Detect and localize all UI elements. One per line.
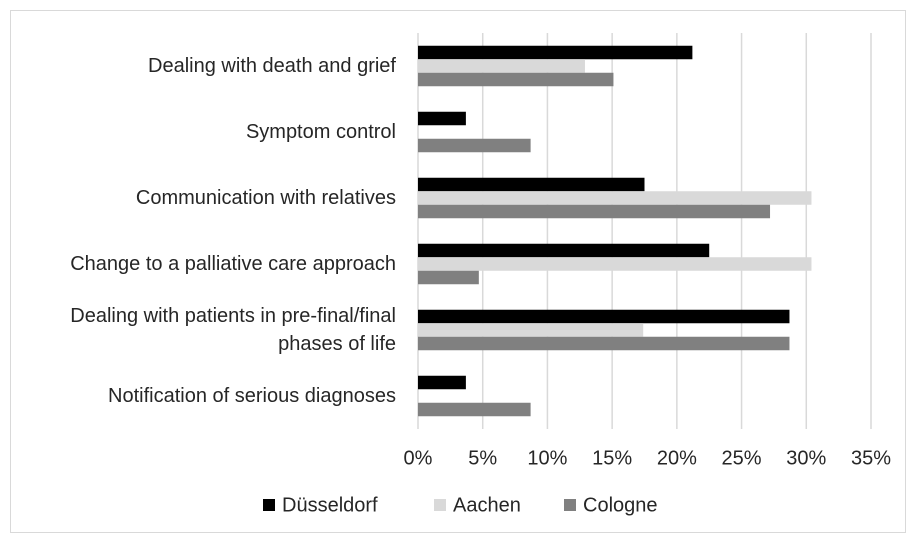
bar bbox=[418, 270, 479, 285]
x-tick-label: 10% bbox=[527, 447, 567, 469]
legend-label: Düsseldorf bbox=[282, 494, 378, 516]
bar bbox=[418, 336, 790, 351]
bar bbox=[418, 204, 771, 219]
bar bbox=[418, 309, 790, 324]
category-text: Dealing with death and grief bbox=[148, 55, 396, 77]
category-text: Change to a palliative care approach bbox=[70, 253, 396, 275]
x-tick-label: 15% bbox=[592, 447, 632, 469]
legend-label: Aachen bbox=[453, 494, 521, 516]
bar bbox=[418, 191, 812, 205]
legend-swatch bbox=[434, 499, 446, 511]
y-tick-label: Dealing with patients in pre-final/final… bbox=[10, 300, 396, 360]
bar bbox=[418, 111, 466, 126]
category-text: Communication with relatives bbox=[135, 187, 396, 209]
x-tick-label: 30% bbox=[786, 447, 826, 469]
bar bbox=[418, 243, 710, 258]
x-tick-label: 0% bbox=[404, 447, 433, 469]
bar bbox=[418, 59, 585, 73]
x-tick-label: 25% bbox=[722, 447, 762, 469]
y-tick-label: Change to a palliative care approach bbox=[10, 234, 396, 294]
legend-swatch bbox=[263, 499, 275, 511]
bar bbox=[418, 177, 645, 192]
y-tick-label: Notification of serious diagnoses bbox=[10, 366, 396, 426]
y-tick-label: Symptom control bbox=[10, 102, 396, 162]
y-tick-label: Dealing with death and grief bbox=[10, 36, 396, 96]
legend-swatch bbox=[564, 499, 576, 511]
category-text: Symptom control bbox=[245, 121, 396, 143]
y-tick-label: Communication with relatives bbox=[10, 168, 396, 228]
bar bbox=[418, 45, 693, 60]
x-tick-label: 20% bbox=[657, 447, 697, 469]
legend-label: Cologne bbox=[583, 494, 658, 516]
category-text: Notification of serious diagnoses bbox=[108, 385, 396, 407]
bar bbox=[418, 323, 644, 337]
bar bbox=[418, 138, 531, 153]
bar bbox=[418, 402, 531, 417]
x-tick-label: 35% bbox=[851, 447, 891, 469]
bar bbox=[418, 375, 466, 390]
bar bbox=[418, 257, 812, 271]
bar bbox=[418, 72, 614, 87]
x-tick-label: 5% bbox=[468, 447, 497, 469]
category-text: Dealing with patients in pre-final/final… bbox=[70, 305, 396, 355]
